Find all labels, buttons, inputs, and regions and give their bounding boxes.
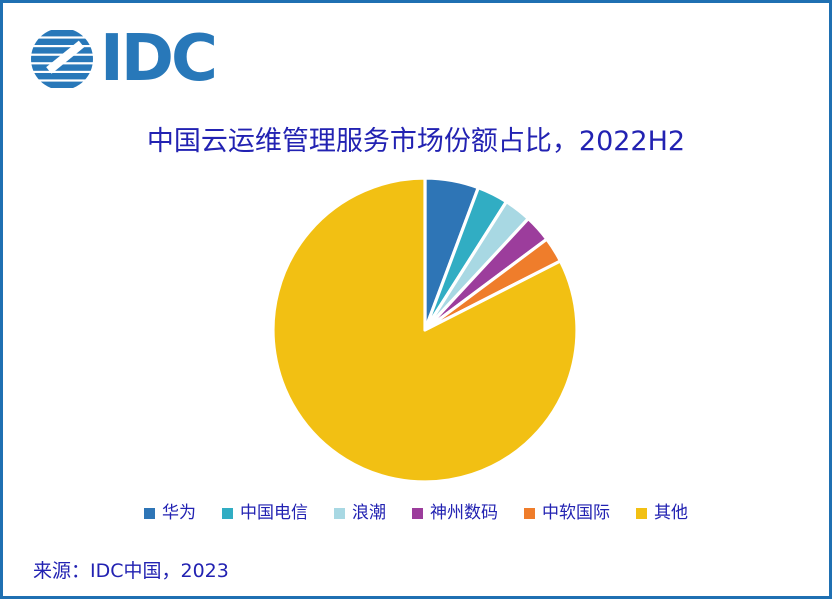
idc-globe-icon — [31, 30, 93, 88]
legend-item-其他: 其他 — [636, 505, 688, 522]
legend-label: 中国电信 — [240, 503, 308, 523]
source-note: 来源：IDC中国，2023 — [33, 560, 229, 582]
legend-label: 神州数码 — [430, 503, 498, 523]
legend-swatch — [636, 508, 647, 519]
pie-slice-其他 — [271, 176, 579, 484]
legend-label: 其他 — [654, 503, 688, 523]
legend-swatch — [334, 508, 345, 519]
legend-item-中国电信: 中国电信 — [222, 505, 308, 522]
legend-swatch — [144, 508, 155, 519]
legend-label: 浪潮 — [352, 503, 386, 523]
legend-item-浪潮: 浪潮 — [334, 505, 386, 522]
idc-logo-text: IDC — [100, 22, 218, 96]
legend-swatch — [222, 508, 233, 519]
legend-item-神州数码: 神州数码 — [412, 505, 498, 522]
pie-chart — [271, 176, 579, 484]
chart-title: 中国云运维管理服务市场份额占比，2022H2 — [146, 126, 686, 157]
legend-label: 华为 — [162, 503, 196, 523]
legend-label: 中软国际 — [542, 503, 610, 523]
legend-item-华为: 华为 — [144, 505, 196, 522]
legend-item-中软国际: 中软国际 — [524, 505, 610, 522]
legend-swatch — [524, 508, 535, 519]
legend-swatch — [412, 508, 423, 519]
idc-logo: IDC — [31, 22, 218, 96]
chart-legend: 华为 中国电信 浪潮 神州数码 中软国际 其他 — [3, 505, 829, 522]
